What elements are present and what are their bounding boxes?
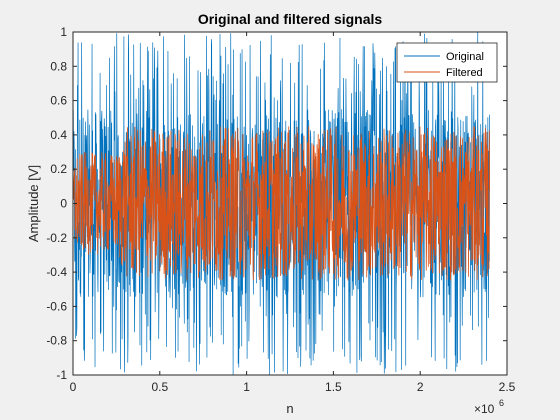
x-tick-label: 0.5 [151, 380, 168, 394]
x-tick-label: 2 [417, 380, 424, 394]
y-tick-label: 0 [60, 197, 67, 211]
series-line-filtered [72, 126, 491, 281]
y-tick-label: 0.2 [50, 162, 67, 176]
x-exponent-label: ×10 [474, 402, 495, 416]
y-axis-label: Amplitude [V] [26, 165, 41, 242]
x-tick-label: 0 [70, 380, 77, 394]
legend: Original Filtered [396, 42, 498, 83]
y-tick-label: 0.8 [50, 59, 67, 73]
y-tick-label: 0.6 [50, 94, 67, 108]
y-tick-label: -1 [56, 368, 67, 382]
y-tick-label: -0.4 [46, 265, 67, 279]
y-tick-label: 0.4 [50, 128, 67, 142]
y-tick-label: -0.2 [46, 231, 67, 245]
x-tick-label: 1.5 [325, 380, 342, 394]
legend-label-original: Original [446, 51, 484, 63]
x-tick-label: 2.5 [499, 380, 516, 394]
legend-box [396, 42, 498, 83]
x-axis-label: n [286, 401, 293, 416]
ticks-layer: 0 0.5 1 1.5 2 2.5 -1 -0.8 -0.6 -0.4 -0.2 0 0.2 0.4 0.6… [46, 25, 515, 394]
legend-label-filtered: Filtered [446, 67, 483, 79]
chart-title: Original and filtered signals [198, 11, 383, 27]
y-tick-label: -0.6 [46, 299, 67, 313]
x-exponent-power: 6 [499, 398, 504, 408]
y-tick-label: -0.8 [46, 334, 67, 348]
x-tick-label: 1 [243, 380, 250, 394]
series-layer [72, 32, 491, 375]
y-tick-label: 1 [60, 25, 67, 39]
